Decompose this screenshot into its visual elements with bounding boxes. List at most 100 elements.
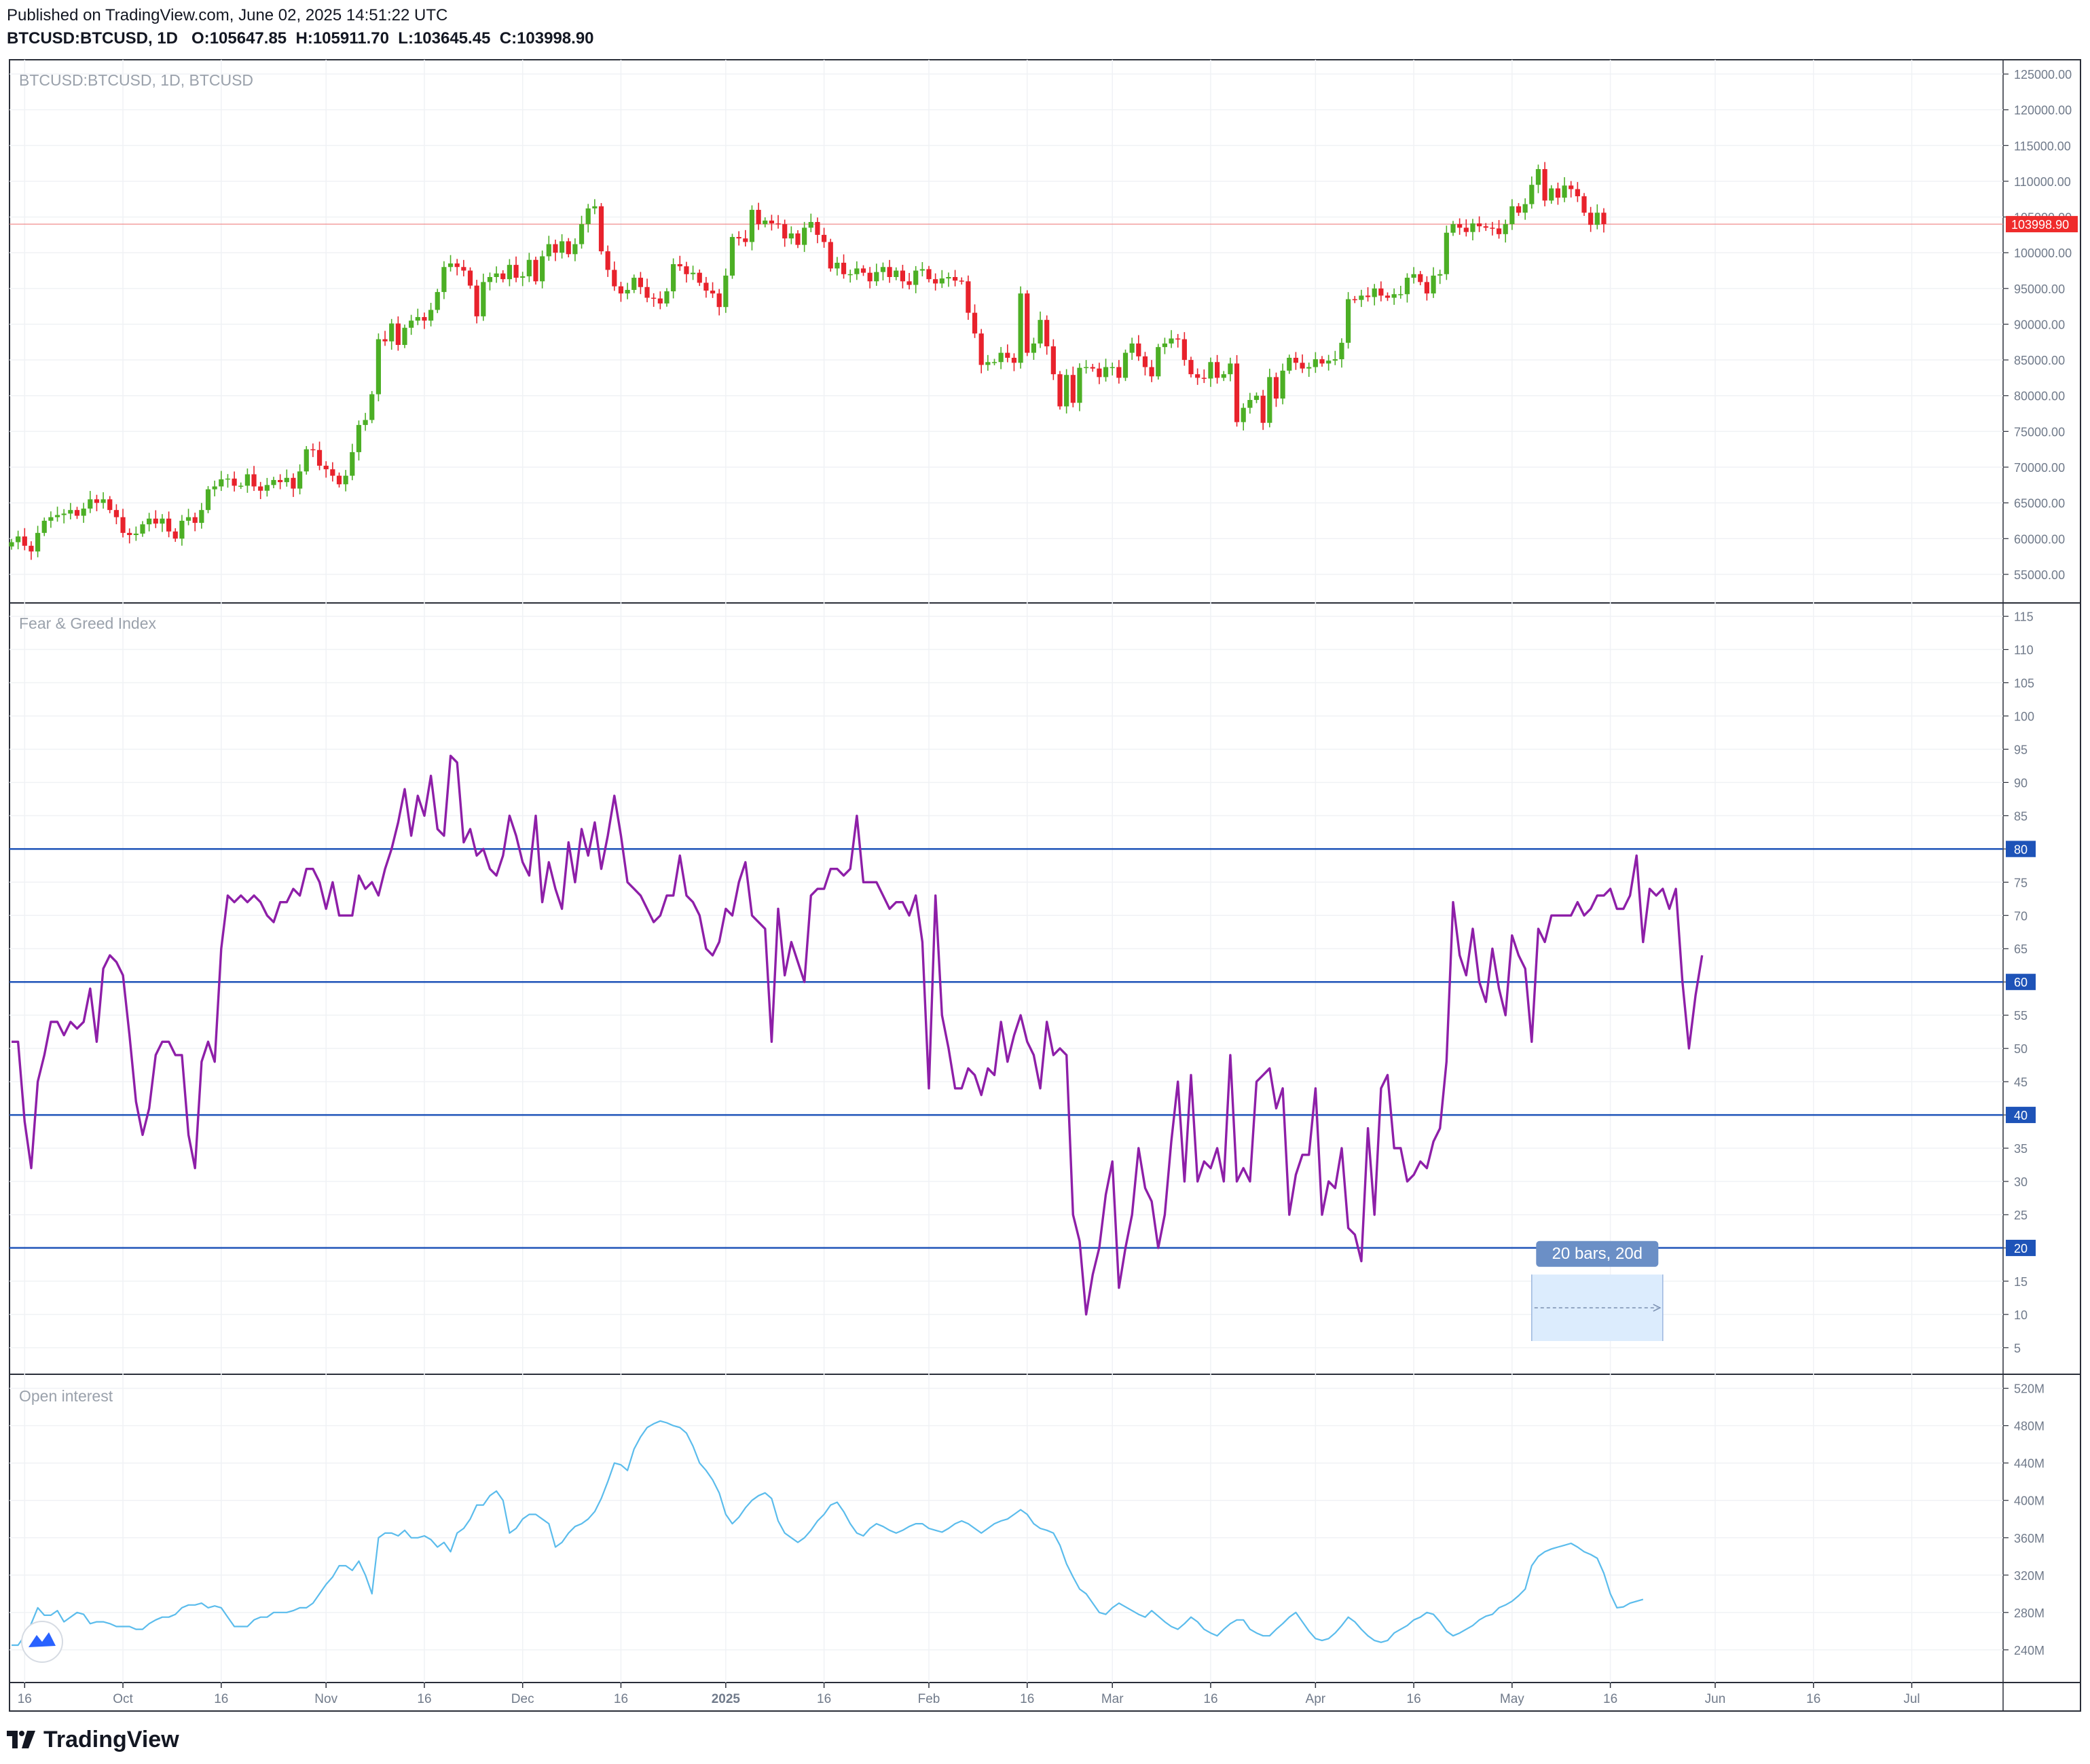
tradingview-brand[interactable]: TradingView <box>7 1725 179 1754</box>
candle-body <box>9 542 14 547</box>
candle-body <box>113 510 119 517</box>
candle-body <box>933 279 938 284</box>
time-axis[interactable]: 16 Oct 16 Nov 16 Dec 16 2025 16 Feb 16 Mar 16 Apr 16 Ma… <box>18 1683 1920 1706</box>
candle-body <box>913 270 919 285</box>
candle-body <box>926 269 932 280</box>
candle-body <box>192 517 198 523</box>
candle-body <box>703 282 709 291</box>
y-tick-label: 125000.00 <box>2014 68 2072 81</box>
candle-body <box>409 320 414 328</box>
candle-body <box>127 532 132 535</box>
candle-body <box>1418 274 1423 282</box>
candle-body <box>677 264 682 267</box>
y-tick-label: 45 <box>2014 1076 2028 1089</box>
candle-body <box>546 244 551 257</box>
candle-body <box>841 262 847 274</box>
candle-body <box>874 272 879 282</box>
x-tick-label: 2025 <box>712 1692 741 1706</box>
x-tick-label: 16 <box>1806 1692 1820 1706</box>
ohlc-header: BTCUSD:BTCUSD, 1D O:105647.85 H:105911.7… <box>7 29 594 49</box>
candle-body <box>729 237 735 276</box>
y-tick-label: 105 <box>2014 677 2034 691</box>
low-label: L: <box>398 29 414 48</box>
outer-frame <box>9 59 2081 1712</box>
candle-body <box>1542 169 1547 201</box>
candle-body <box>697 272 702 283</box>
candle-body <box>336 475 342 485</box>
candle-body <box>782 224 788 239</box>
price-axes[interactable]: 125000.00 120000.00 115000.00 110000.00 10 50… <box>2003 68 2078 1657</box>
candle-body <box>1188 360 1194 375</box>
candle-body <box>120 517 126 533</box>
candle-body <box>1319 359 1325 364</box>
high-value: 105911.70 <box>312 29 389 48</box>
level-tag <box>2006 974 2036 991</box>
candle-body <box>435 292 440 310</box>
candle-body <box>769 220 774 224</box>
candle-body <box>618 286 624 294</box>
candle-body <box>612 270 617 287</box>
candle-body <box>1352 299 1357 301</box>
open-interest-pane[interactable] <box>12 1420 1644 1663</box>
candle-body <box>1581 196 1587 213</box>
candle-body <box>847 274 853 276</box>
candle-body <box>244 474 250 486</box>
candle-body <box>638 278 643 287</box>
candle-body <box>533 259 538 282</box>
y-tick-label: 35 <box>2014 1142 2028 1156</box>
candle-body <box>212 486 217 490</box>
level-tag-label: 60 <box>2014 976 2028 989</box>
y-tick-label: 5 <box>2014 1342 2021 1355</box>
chart-frames <box>9 59 2081 1712</box>
published-info: Published on TradingView.com, June 02, 2… <box>7 6 448 24</box>
x-tick-label: 16 <box>1203 1692 1217 1706</box>
candle-body <box>232 478 237 486</box>
candle-body <box>1300 363 1305 369</box>
price-pane[interactable] <box>9 162 2003 560</box>
fear-greed-pane[interactable]: 20 bars, 20d <box>10 754 2003 1342</box>
candle-body <box>1025 293 1030 353</box>
candle-body <box>1601 213 1607 225</box>
candle-body <box>507 265 512 280</box>
candle-body <box>1332 359 1338 361</box>
candle-body <box>1011 357 1017 363</box>
y-tick-label: 90000.00 <box>2014 318 2065 331</box>
y-tick-label: 100000.00 <box>2014 246 2072 260</box>
candle-body <box>422 316 427 321</box>
candle-body <box>1569 185 1574 189</box>
candle-body <box>1378 288 1384 296</box>
candle-body <box>1529 185 1535 204</box>
x-tick-label: 16 <box>817 1692 831 1706</box>
candle-body <box>428 310 434 321</box>
candle-body <box>1031 343 1036 353</box>
candle-body <box>644 287 650 298</box>
fear-greed-line <box>12 754 1704 1316</box>
candle-body <box>88 499 93 509</box>
candle-body <box>1136 343 1141 356</box>
candle-body <box>631 278 637 290</box>
candle-body <box>1339 342 1344 360</box>
y-tick-label: 85 <box>2014 809 2028 823</box>
candle-body <box>1535 169 1541 185</box>
candle-body <box>553 244 558 253</box>
candle-body <box>402 327 407 345</box>
candle-body <box>481 282 486 316</box>
y-tick-label: 30 <box>2014 1175 2028 1189</box>
candle-body <box>592 206 598 208</box>
y-tick-label: 75000.00 <box>2014 425 2065 439</box>
candle-body <box>657 298 663 304</box>
candle-body <box>1038 320 1043 344</box>
y-tick-label: 60000.00 <box>2014 532 2065 546</box>
candle-body <box>900 270 905 282</box>
candle-body <box>991 362 997 363</box>
candle-body <box>35 532 41 552</box>
candle-body <box>822 234 827 242</box>
candle-body <box>1404 278 1410 295</box>
candle-body <box>795 233 801 245</box>
y-tick-label: 100 <box>2014 710 2034 723</box>
candle-body <box>107 499 113 511</box>
candle-body <box>1129 343 1135 353</box>
candle-body <box>585 208 591 225</box>
x-tick-label: Mar <box>1101 1692 1124 1706</box>
